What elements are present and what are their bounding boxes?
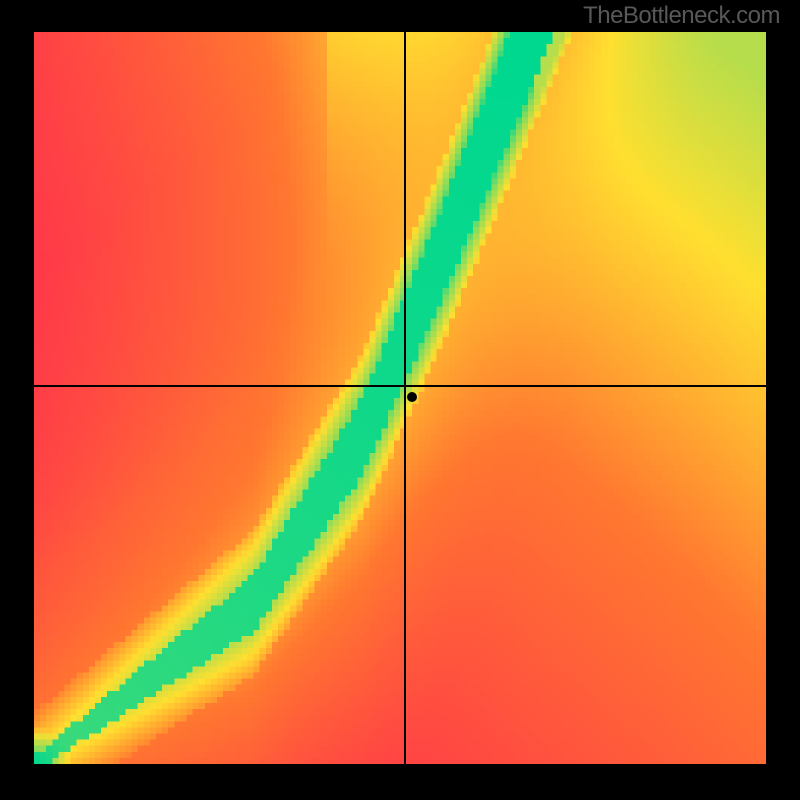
- watermark-text: TheBottleneck.com: [583, 2, 780, 30]
- heatmap-plot-area: [34, 32, 766, 764]
- crosshair-horizontal: [34, 385, 766, 387]
- data-point-marker: [407, 392, 417, 402]
- crosshair-vertical: [404, 32, 406, 764]
- chart-container: TheBottleneck.com: [0, 0, 800, 800]
- heatmap-canvas: [34, 32, 766, 764]
